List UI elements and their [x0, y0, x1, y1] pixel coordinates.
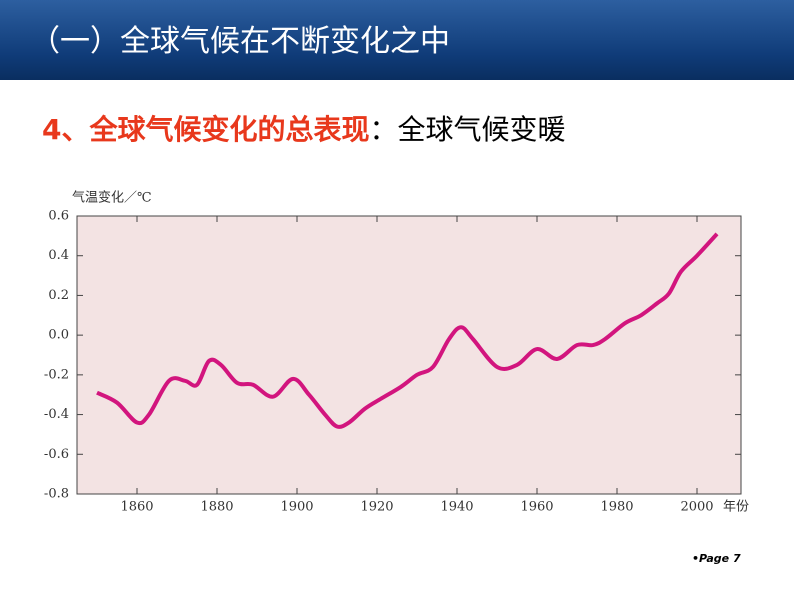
x-tick-label: 1980 — [600, 500, 633, 515]
subtitle-rest: ：全球气候变暖 — [369, 113, 566, 146]
subtitle: 4、全球气候变化的总表现：全球气候变暖 — [42, 108, 566, 148]
y-tick-label: -0.4 — [44, 407, 69, 422]
x-tick-label: 1940 — [440, 500, 473, 515]
y-tick-label: 0.4 — [48, 248, 69, 263]
header-bar: （一）全球气候在不断变化之中 — [0, 0, 794, 80]
x-tick-label: 1900 — [280, 500, 313, 515]
subtitle-lead: 4、全球气候变化的总表现 — [42, 113, 370, 146]
x-tick-label: 1880 — [200, 500, 233, 515]
temperature-line — [96, 232, 719, 429]
x-axis-label: 年份 — [723, 500, 749, 515]
x-tick-label: 1960 — [520, 500, 553, 515]
y-tick-label: 0.2 — [48, 288, 69, 303]
y-tick-label: 0.6 — [48, 209, 69, 224]
x-tick-label: 1860 — [120, 500, 153, 515]
y-tick-label: -0.8 — [44, 487, 69, 502]
header-title: （一）全球气候在不断变化之中 — [30, 24, 450, 59]
page-footer: •Page 7 — [692, 552, 741, 565]
x-tick-label: 1920 — [360, 500, 393, 515]
y-tick-label: 0.0 — [48, 328, 69, 343]
y-axis-label: 气温变化／℃ — [72, 190, 152, 206]
y-tick-label: -0.2 — [44, 367, 69, 382]
y-tick-label: -0.6 — [44, 447, 69, 462]
x-tick-label: 2000 — [680, 500, 713, 515]
plot-area — [76, 215, 742, 495]
